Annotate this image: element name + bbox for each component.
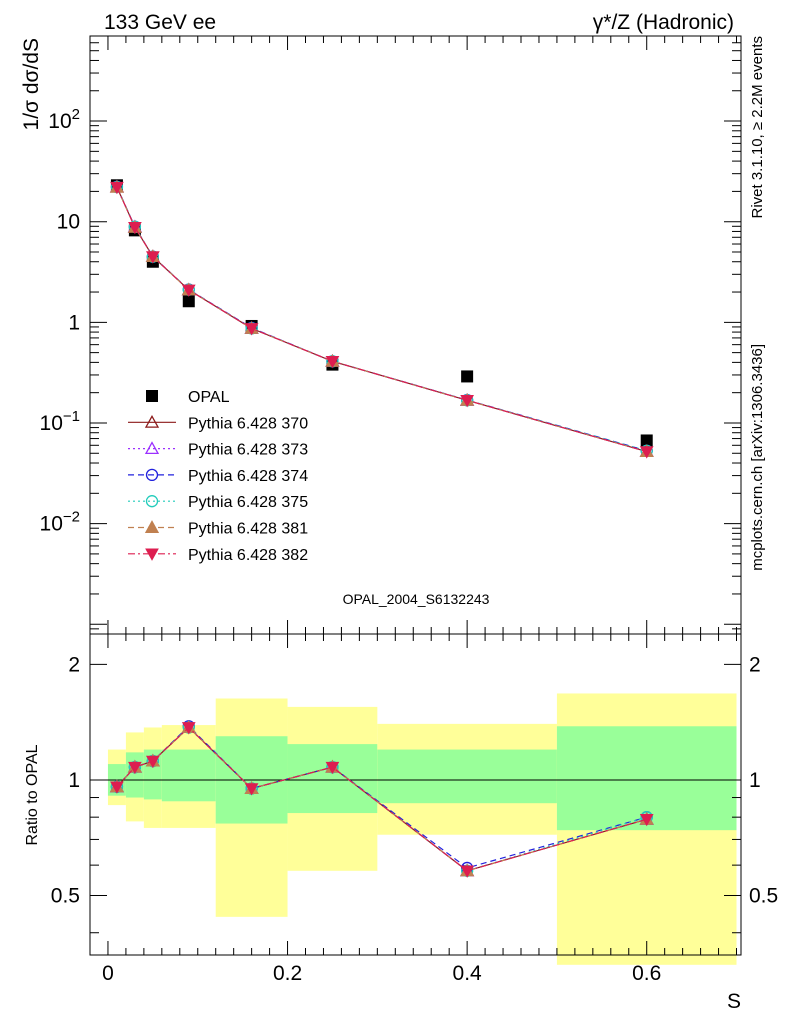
- ratio-ylabel: Ratio to OPAL: [24, 744, 41, 845]
- main-series-6-point: [181, 284, 196, 297]
- main-series-6-point: [146, 251, 160, 264]
- ratio-series-5-point: [146, 755, 160, 769]
- legend-marker: [144, 441, 160, 455]
- x-axis-label: S: [727, 990, 741, 1013]
- legend-label: Pythia 6.428 374: [188, 468, 308, 485]
- ratio-y-tick-label-right: 2: [749, 653, 761, 676]
- legend-marker: [145, 548, 159, 561]
- ratio-plot-area: 0.5 0.5 1 1 2 2 0 0.2 0.4 0.6: [51, 633, 778, 985]
- main-y-tick-base: 1: [68, 311, 80, 334]
- x-tick-label: 0.2: [273, 962, 302, 985]
- ratio-series-5-point: [639, 813, 654, 827]
- band-green: [161, 749, 216, 802]
- header-left-label: 133 GeV ee: [104, 11, 216, 34]
- legend-label: Pythia 6.428 373: [188, 442, 308, 459]
- main-series-0-point: [182, 295, 195, 308]
- legend-label: Pythia 6.428 382: [188, 547, 308, 564]
- ratio-frame: [89, 633, 742, 956]
- main-frame: [89, 35, 742, 635]
- main-y-tick-base: 10: [48, 110, 71, 133]
- main-series-4-line: [116, 186, 647, 452]
- main-series-6-point: [460, 394, 474, 408]
- main-y-tick-base: 10: [40, 513, 63, 536]
- ratio-series-5-point: [244, 783, 259, 796]
- main-series-6-point: [639, 446, 654, 459]
- ratio-series-5-point: [460, 865, 474, 878]
- ratio-series-5-point: [110, 781, 124, 794]
- ratio-y-tick-label-left: 0.5: [51, 885, 80, 908]
- main-series-3-line: [116, 186, 647, 452]
- ratio-series-5-point: [128, 761, 142, 775]
- ratio-y-tick-label-left: 2: [68, 653, 80, 676]
- main-series-6-line: [116, 186, 647, 453]
- main-series-6-point: [244, 323, 259, 336]
- legend-marker: [146, 390, 158, 402]
- band-green: [287, 744, 378, 814]
- rivet-version-label: Rivet 3.1.10, ≥ 2.2M events: [749, 36, 766, 219]
- main-series-2-line: [116, 186, 647, 453]
- main-series-0-point: [461, 370, 474, 383]
- legend-label: Pythia 6.428 370: [188, 415, 308, 432]
- header-right-label: γ*/Z (Hadronic): [593, 11, 734, 34]
- legend-marker: [145, 495, 159, 508]
- ratio-series-5-point: [181, 722, 196, 735]
- main-series-6-point: [110, 181, 124, 195]
- main-series-6-point: [325, 355, 340, 369]
- legend-label: Pythia 6.428 381: [188, 521, 308, 538]
- legend: OPAL Pythia 6.428 370 Pythia 6.428 373 Pyth…: [128, 389, 308, 564]
- legend-marker: [145, 468, 159, 482]
- main-y-tick-base: 10: [40, 412, 63, 435]
- main-y-tick-exponent: −2: [63, 509, 80, 526]
- main-y-tick-label: 102: [48, 106, 80, 133]
- x-tick-label: 0: [102, 962, 114, 985]
- legend-marker: [144, 520, 160, 533]
- main-y-tick-label: 1: [68, 311, 80, 334]
- ratio-y-tick-label-right: 0.5: [749, 885, 778, 908]
- legend-label: Pythia 6.428 375: [188, 494, 308, 511]
- ratio-series-5-line: [116, 726, 647, 872]
- main-y-tick-label: 10−2: [40, 509, 80, 536]
- main-y-tick-exponent: 2: [72, 106, 80, 123]
- main-series-1-line: [116, 186, 647, 453]
- main-series-6-point: [128, 221, 142, 235]
- mcplots-label: mcplots.cern.ch [arXiv:1306.3436]: [749, 344, 766, 571]
- main-series-0-point: [640, 434, 653, 447]
- band-green: [377, 749, 557, 804]
- main-y-tick-exponent: −1: [63, 408, 80, 425]
- legend-marker: [144, 414, 160, 428]
- main-ylabel: 1/σ dσ/dS: [20, 38, 43, 130]
- x-tick-label: 0.4: [453, 962, 483, 985]
- main-series-5-line: [116, 186, 647, 453]
- ratio-series-5-point: [325, 761, 340, 775]
- main-y-tick-label: 10: [57, 211, 80, 234]
- x-tick-label: 0.6: [632, 962, 661, 985]
- main-y-tick-base: 10: [57, 211, 80, 234]
- legend-label: OPAL: [188, 389, 230, 406]
- main-y-tick-label: 10−1: [40, 408, 80, 435]
- band-green: [125, 752, 144, 798]
- ratio-y-tick-label-right: 1: [749, 769, 761, 792]
- ratio-y-tick-label-left: 1: [68, 769, 80, 792]
- analysis-watermark: OPAL_2004_S6132243: [343, 591, 490, 607]
